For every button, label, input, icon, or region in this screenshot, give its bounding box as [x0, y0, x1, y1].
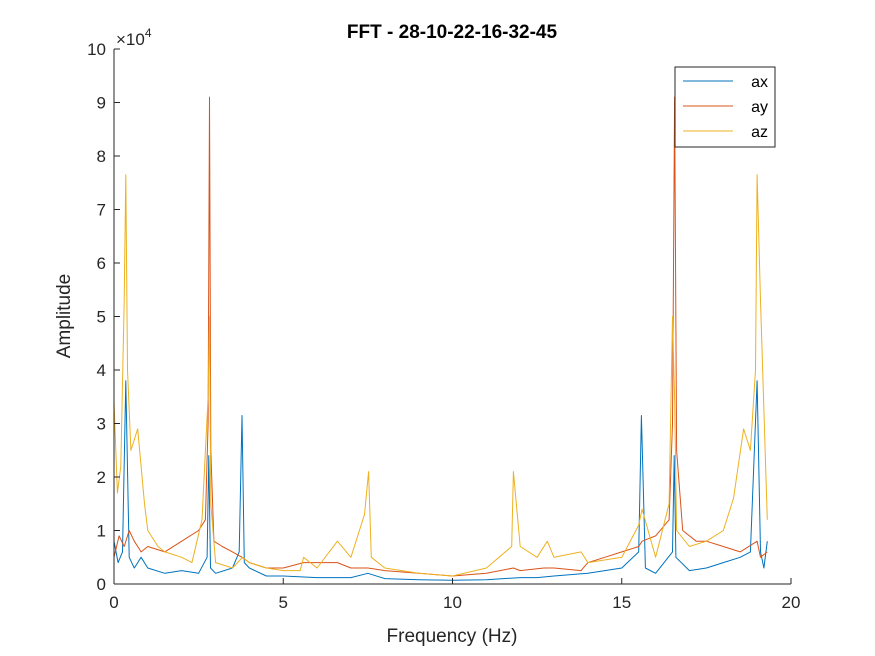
legend-box	[674, 66, 776, 148]
x-ticks: 0 5 10 15 20	[109, 578, 800, 612]
series-line-ay	[113, 96, 768, 577]
y-ticks: 0 1 2 3 4 5 6 7 8 9 10	[87, 40, 120, 594]
legend-label-ax: ax	[751, 74, 768, 91]
y-exponent-base: ×10	[116, 30, 145, 49]
legend-label-az: az	[751, 124, 768, 141]
x-tick-label: 0	[109, 593, 118, 612]
x-tick-label: 15	[612, 593, 631, 612]
y-tick-label: 0	[97, 575, 106, 594]
y-tick-label: 6	[97, 254, 106, 273]
y-tick-label: 2	[97, 468, 106, 487]
series-line-ax	[113, 380, 768, 581]
x-tick-label: 10	[443, 593, 462, 612]
y-axis-label: Amplitude	[54, 274, 75, 359]
legend-label-ay: ay	[751, 99, 768, 116]
y-tick-label: 7	[97, 201, 106, 220]
y-exponent-power: 4	[145, 26, 152, 40]
y-tick-label: 8	[97, 147, 106, 166]
y-tick-label: 1	[97, 522, 106, 541]
y-tick-label: 5	[97, 308, 106, 327]
y-tick-label: 9	[97, 94, 106, 113]
chart-title: FFT - 28-10-22-16-32-45	[347, 22, 558, 43]
x-axis-label: Frequency (Hz)	[387, 626, 518, 647]
x-tick-label: 20	[782, 593, 801, 612]
y-exponent-label: ×104	[116, 26, 152, 49]
y-tick-label: 3	[97, 415, 106, 434]
x-tick-label: 5	[279, 593, 288, 612]
legend: ax ay az	[674, 66, 776, 148]
series-layer	[113, 96, 768, 581]
y-tick-label: 4	[97, 361, 106, 380]
series-line-az	[113, 174, 768, 577]
y-tick-label: 10	[87, 40, 106, 59]
